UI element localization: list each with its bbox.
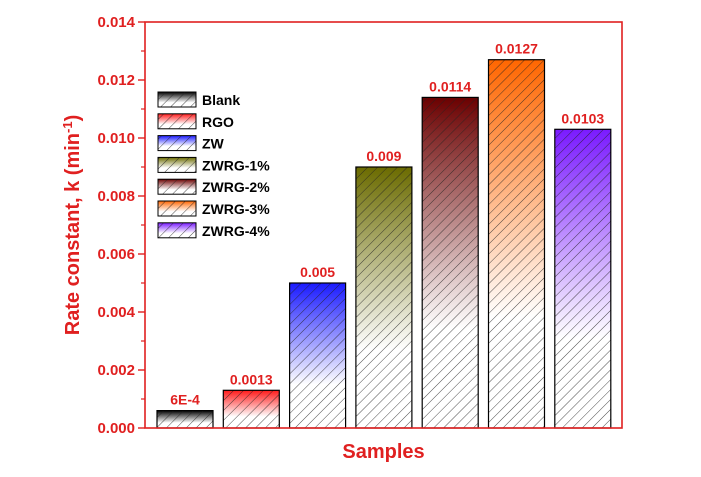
legend-item-rgo: RGO [157, 113, 234, 130]
data-labels: 6E-4 0.0013 0.005 0.009 0.0114 0.0127 0.0103 [170, 41, 604, 408]
legend-item-zwrg-4: ZWRG-4% [157, 222, 270, 239]
bars [156, 59, 612, 429]
data-label-zw: 0.005 [300, 264, 335, 280]
y-axis-title-close: ) [62, 115, 84, 122]
legend-item-blank: Blank [157, 91, 240, 108]
legend-swatch [157, 156, 197, 173]
data-label-blank: 6E-4 [170, 392, 200, 408]
bar-zwrg-4 [554, 128, 612, 429]
y-tick-label: 0.014 [97, 14, 135, 31]
legend-label: ZWRG-1% [202, 157, 270, 173]
legend-swatch [157, 222, 197, 239]
y-tick-label: 0.012 [97, 72, 135, 89]
legend-item-zwrg-3: ZWRG-3% [157, 200, 270, 217]
legend-item-zw: ZW [157, 135, 225, 152]
data-label-zwrg-3: 0.0127 [495, 41, 538, 57]
legend-label: RGO [202, 114, 234, 130]
bar-zwrg-2 [421, 96, 479, 429]
legend-label: ZWRG-4% [202, 223, 270, 239]
y-axis-title-sup: -1 [60, 121, 75, 133]
bar-rgo [222, 389, 280, 429]
legend-item-zwrg-1: ZWRG-1% [157, 156, 270, 173]
y-tick-label: 0.010 [97, 130, 135, 147]
y-tick-label: 0.000 [97, 420, 135, 437]
bar-zwrg-3 [487, 59, 546, 429]
y-axis: 0.000 0.002 0.004 0.006 0.008 0.010 0.012 0.014 [97, 14, 145, 437]
legend-label: ZWRG-3% [202, 201, 270, 217]
data-label-rgo: 0.0013 [230, 371, 273, 387]
y-tick-label: 0.006 [97, 246, 135, 263]
y-axis-title-main: Rate constant, k (min [62, 133, 84, 335]
legend-label: Blank [202, 92, 240, 108]
y-tick-label: 0.004 [97, 304, 135, 321]
legend-swatch [157, 135, 197, 152]
bar-zw [289, 282, 347, 429]
legend-swatch [157, 113, 197, 130]
legend-swatch [157, 178, 197, 195]
bar-blank [156, 410, 214, 429]
legend-swatch [157, 91, 197, 108]
data-label-zwrg-4: 0.0103 [561, 110, 604, 126]
y-axis-title: Rate constant, k (min-1) [60, 115, 85, 336]
legend-item-zwrg-2: ZWRG-2% [157, 178, 270, 195]
legend-label: ZW [202, 136, 225, 152]
x-axis-title: Samples [342, 441, 424, 463]
legend: Blank RGO ZW ZWRG-1% ZWRG-2% ZWRG-3% ZWRG-4% [157, 91, 270, 239]
data-label-zwrg-1: 0.009 [366, 148, 401, 164]
bar-zwrg-1 [355, 166, 413, 429]
y-tick-label: 0.008 [97, 188, 135, 205]
legend-swatch [157, 200, 197, 217]
legend-label: ZWRG-2% [202, 179, 270, 195]
data-label-zwrg-2: 0.0114 [429, 78, 471, 94]
y-tick-label: 0.002 [97, 362, 135, 379]
